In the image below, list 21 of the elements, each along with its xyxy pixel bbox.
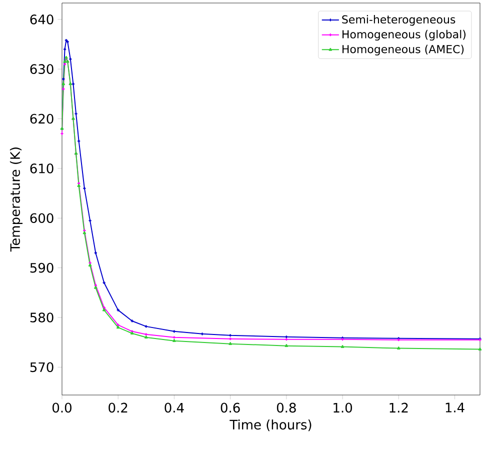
y-axis-title: Temperature (K) <box>10 148 23 252</box>
legend-label: Semi-heterogeneous <box>342 15 456 26</box>
x-tick-label: 0.4 <box>164 402 184 413</box>
x-tick-label: 0.6 <box>220 402 240 413</box>
y-tick-label: 600 <box>30 213 54 224</box>
x-axis-title: Time (hours) <box>230 419 312 432</box>
x-tick-label: 0.2 <box>108 402 128 413</box>
y-tick-label: 590 <box>30 262 54 273</box>
y-tick-label: 640 <box>30 14 54 24</box>
y-tick-label: 630 <box>30 64 54 74</box>
x-tick-label: 1.4 <box>446 402 464 412</box>
legend-label: Homogeneous (global) <box>342 30 466 41</box>
y-tick-label: 580 <box>30 312 54 322</box>
y-tick-label: 620 <box>30 114 54 124</box>
x-tick-label: 1.2 <box>390 402 408 412</box>
y-tick-label: 570 <box>30 362 54 372</box>
x-tick-label: 0.0 <box>52 402 72 413</box>
x-tick-label: 1.0 <box>334 402 352 413</box>
legend-label: Homogeneous (AMEC) <box>342 44 464 56</box>
x-tick-label: 0.8 <box>276 402 296 413</box>
y-tick-label: 610 <box>30 164 54 174</box>
